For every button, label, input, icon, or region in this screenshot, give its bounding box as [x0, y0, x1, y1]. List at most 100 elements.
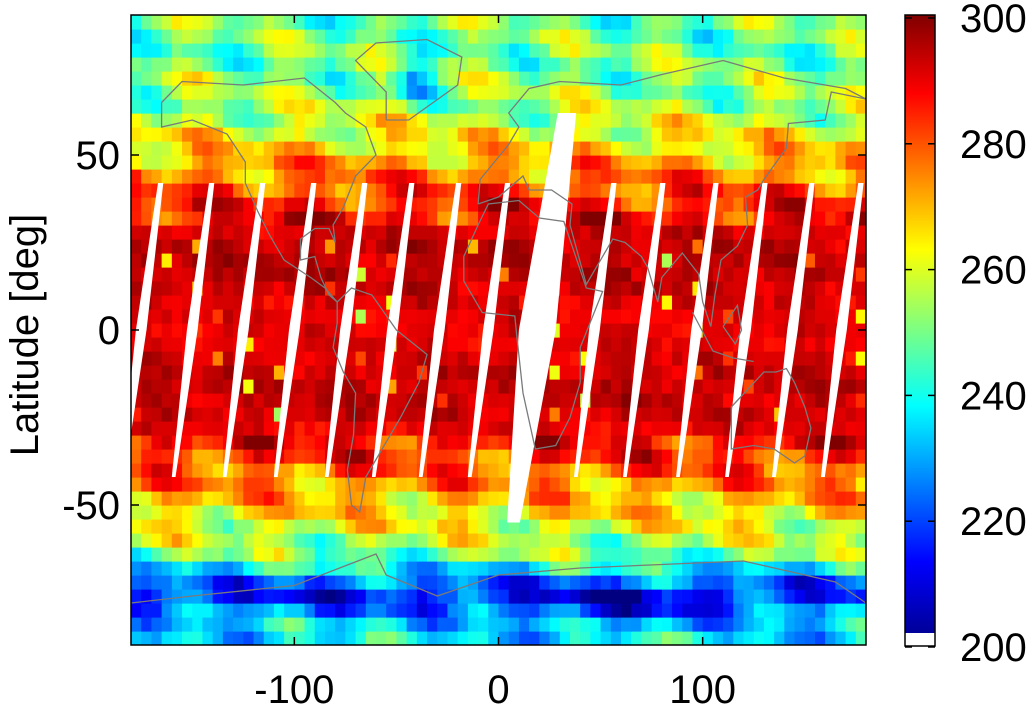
heat-cell: [753, 99, 765, 114]
heat-cell: [835, 547, 847, 562]
heat-cell: [845, 435, 857, 450]
heat-cell: [580, 71, 591, 86]
heat-cell: [182, 71, 193, 86]
heat-cell: [253, 15, 265, 30]
heat-cell: [508, 225, 520, 240]
heat-cell: [712, 603, 724, 618]
heat-cell: [192, 43, 204, 58]
heat-cell: [416, 393, 428, 408]
heat-cell: [784, 99, 796, 114]
heat-cell: [294, 127, 306, 142]
heat-cell: [498, 631, 510, 645]
heat-cell: [406, 631, 418, 645]
heat-cell: [855, 505, 866, 520]
heat-cell: [386, 505, 398, 520]
heat-cell: [222, 589, 234, 604]
heat-cell: [396, 127, 408, 142]
heat-cell: [702, 505, 714, 520]
heat-cell: [416, 421, 428, 436]
heat-cell: [763, 505, 775, 520]
heat-cell: [141, 169, 153, 184]
heat-cell: [682, 309, 694, 324]
heat-cell: [733, 533, 745, 548]
heat-cell: [610, 351, 622, 366]
heat-cell: [376, 505, 387, 520]
heat-cell: [182, 127, 193, 142]
heat-cell: [692, 407, 704, 422]
heat-cell: [498, 519, 510, 534]
heat-cell: [447, 631, 459, 645]
heat-cell: [151, 113, 163, 128]
heat-cell: [355, 43, 367, 58]
heat-cell: [335, 169, 346, 184]
heat-cell: [794, 393, 806, 408]
heat-cell: [641, 29, 653, 44]
heat-cell: [794, 561, 806, 576]
heat-cell: [763, 15, 775, 30]
x-tick-label: 100: [669, 668, 736, 706]
heat-cell: [427, 505, 438, 520]
heat-cell: [243, 155, 255, 170]
heat-cell: [814, 449, 826, 464]
heat-cell: [518, 15, 530, 30]
heat-cell: [396, 323, 408, 338]
heat-cell: [661, 169, 673, 184]
heat-cell: [161, 463, 173, 478]
heat-cell: [284, 169, 295, 184]
heat-cell: [672, 351, 683, 366]
heat-cell: [141, 211, 153, 226]
heat-cell: [651, 407, 663, 422]
heat-cell: [202, 547, 214, 562]
heat-cell: [447, 183, 459, 198]
heat-cell: [631, 57, 643, 72]
heat-cell: [600, 379, 612, 394]
heat-cell: [712, 351, 724, 366]
heat-cell: [406, 71, 418, 86]
heat-cell: [243, 547, 255, 562]
heat-cell: [804, 141, 816, 156]
heat-cell: [610, 267, 622, 282]
heat-cell: [314, 141, 326, 156]
heat-cell: [835, 169, 847, 184]
heat-cell: [304, 113, 316, 128]
heat-cell: [723, 29, 734, 44]
heat-cell: [855, 617, 866, 632]
heat-cell: [222, 127, 234, 142]
heat-cell: [478, 211, 489, 226]
heat-cell: [549, 435, 561, 450]
heat-cell: [610, 617, 622, 632]
heat-cell: [141, 617, 153, 632]
heat-cell: [202, 127, 214, 142]
heat-cell: [661, 141, 673, 156]
heat-cell: [396, 575, 408, 590]
heat-cell: [243, 365, 255, 380]
heat-cell: [324, 365, 336, 380]
heat-cell: [763, 463, 775, 478]
heat-cell: [488, 29, 500, 44]
heat-cell: [284, 421, 295, 436]
heat-cell: [294, 113, 306, 128]
heat-cell: [794, 309, 806, 324]
heat-cell: [682, 225, 694, 240]
heat-cell: [192, 631, 204, 645]
heat-cell: [202, 365, 214, 380]
heat-cell: [457, 477, 469, 492]
heat-cell: [355, 589, 367, 604]
heat-cell: [406, 127, 418, 142]
heat-cell: [192, 127, 204, 142]
heat-cell: [682, 29, 694, 44]
heat-cell: [488, 379, 500, 394]
heat-cell: [396, 351, 408, 366]
heat-cell: [386, 617, 398, 632]
heat-cell: [161, 393, 173, 408]
heat-cell: [835, 281, 847, 296]
heat-cell: [610, 71, 622, 86]
heat-cell: [621, 575, 632, 590]
heat-cell: [355, 407, 367, 422]
heat-cell: [610, 141, 622, 156]
heat-cell: [365, 505, 377, 520]
heat-cell: [273, 85, 285, 100]
heat-cell: [273, 547, 285, 562]
heat-cell: [733, 141, 745, 156]
heat-cell: [529, 519, 540, 534]
